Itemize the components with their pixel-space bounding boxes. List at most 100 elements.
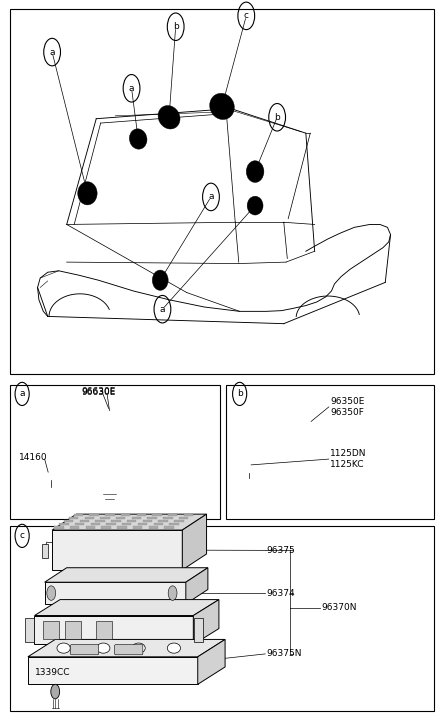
Polygon shape bbox=[182, 514, 206, 570]
Bar bbox=[64, 520, 73, 522]
Bar bbox=[143, 520, 152, 522]
Text: b: b bbox=[274, 113, 280, 121]
Text: 96370N: 96370N bbox=[321, 603, 357, 612]
Bar bbox=[105, 514, 115, 516]
Bar bbox=[107, 523, 116, 526]
Text: 96375: 96375 bbox=[266, 546, 295, 555]
Text: 96350F: 96350F bbox=[330, 409, 364, 417]
Text: c: c bbox=[244, 12, 249, 20]
Bar bbox=[184, 514, 193, 516]
Bar bbox=[174, 520, 183, 522]
Bar bbox=[91, 523, 100, 526]
Bar bbox=[95, 520, 105, 522]
Polygon shape bbox=[193, 600, 219, 645]
Text: 96374: 96374 bbox=[266, 589, 295, 598]
Text: a: a bbox=[208, 193, 214, 201]
Bar bbox=[164, 526, 174, 529]
Bar bbox=[70, 526, 79, 529]
Bar bbox=[117, 526, 127, 529]
Bar bbox=[43, 544, 48, 558]
Bar bbox=[10, 9, 434, 374]
Polygon shape bbox=[28, 656, 198, 684]
Bar bbox=[25, 619, 34, 642]
Text: 1125KC: 1125KC bbox=[330, 460, 365, 470]
Bar bbox=[85, 517, 94, 519]
Ellipse shape bbox=[210, 93, 234, 119]
Bar bbox=[116, 517, 126, 519]
Bar bbox=[74, 514, 83, 516]
Bar bbox=[102, 526, 111, 529]
Text: b: b bbox=[237, 390, 242, 398]
Bar bbox=[137, 514, 146, 516]
Text: c: c bbox=[20, 531, 24, 540]
Circle shape bbox=[168, 586, 177, 601]
Ellipse shape bbox=[132, 643, 145, 653]
Text: 1125DN: 1125DN bbox=[330, 449, 367, 458]
Bar bbox=[133, 526, 143, 529]
Bar bbox=[90, 514, 99, 516]
Ellipse shape bbox=[152, 270, 168, 290]
Bar bbox=[96, 622, 112, 639]
Polygon shape bbox=[52, 514, 206, 530]
Ellipse shape bbox=[246, 161, 264, 182]
Bar bbox=[226, 385, 434, 519]
Text: a: a bbox=[129, 84, 134, 93]
Bar bbox=[147, 517, 157, 519]
Circle shape bbox=[243, 459, 251, 473]
Text: a: a bbox=[160, 305, 165, 313]
Bar bbox=[121, 514, 131, 516]
Text: 96375N: 96375N bbox=[266, 649, 301, 659]
Bar bbox=[127, 520, 136, 522]
Bar bbox=[132, 517, 141, 519]
Bar bbox=[100, 517, 110, 519]
Bar bbox=[159, 520, 168, 522]
Bar bbox=[168, 514, 178, 516]
Text: 14160: 14160 bbox=[19, 453, 48, 462]
Bar bbox=[69, 517, 78, 519]
Circle shape bbox=[45, 467, 53, 480]
Ellipse shape bbox=[57, 643, 70, 653]
Ellipse shape bbox=[78, 182, 97, 205]
Bar bbox=[65, 622, 81, 639]
Text: 1339CC: 1339CC bbox=[35, 668, 70, 678]
Bar bbox=[152, 514, 162, 516]
Text: 96630E: 96630E bbox=[81, 387, 115, 395]
Bar bbox=[179, 517, 188, 519]
Bar bbox=[194, 619, 203, 642]
Polygon shape bbox=[28, 640, 225, 656]
Bar bbox=[149, 526, 158, 529]
Bar bbox=[10, 385, 220, 519]
Ellipse shape bbox=[247, 196, 263, 215]
Bar bbox=[54, 526, 64, 529]
Bar bbox=[111, 520, 121, 522]
Circle shape bbox=[51, 684, 59, 699]
Ellipse shape bbox=[167, 643, 181, 653]
Bar bbox=[86, 526, 95, 529]
Circle shape bbox=[275, 438, 293, 466]
Bar bbox=[10, 526, 434, 711]
Ellipse shape bbox=[129, 129, 147, 149]
Polygon shape bbox=[186, 568, 208, 604]
Bar bbox=[138, 523, 147, 526]
Bar bbox=[75, 523, 84, 526]
FancyBboxPatch shape bbox=[71, 645, 99, 655]
Text: 96630E: 96630E bbox=[81, 388, 115, 397]
Bar bbox=[169, 523, 178, 526]
Polygon shape bbox=[198, 640, 225, 684]
Ellipse shape bbox=[158, 105, 180, 129]
Bar bbox=[44, 622, 59, 639]
Polygon shape bbox=[45, 568, 208, 582]
Bar bbox=[154, 523, 163, 526]
Text: b: b bbox=[173, 23, 178, 31]
Ellipse shape bbox=[97, 643, 110, 653]
Bar bbox=[80, 520, 89, 522]
FancyBboxPatch shape bbox=[115, 645, 143, 655]
Polygon shape bbox=[45, 582, 186, 604]
Bar bbox=[59, 523, 69, 526]
Text: a: a bbox=[20, 390, 25, 398]
Bar bbox=[163, 517, 173, 519]
Ellipse shape bbox=[91, 435, 128, 473]
Ellipse shape bbox=[101, 445, 118, 463]
Text: a: a bbox=[49, 47, 55, 57]
Text: 96350E: 96350E bbox=[330, 397, 365, 406]
